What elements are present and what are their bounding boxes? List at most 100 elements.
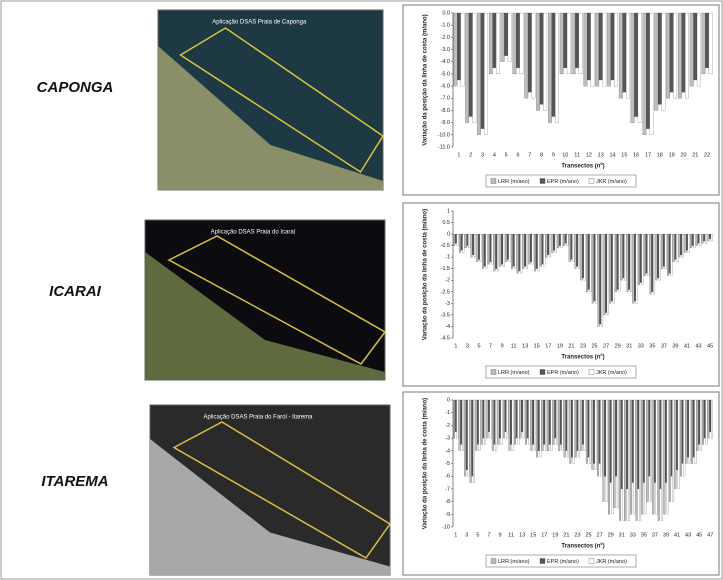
bar	[524, 234, 526, 266]
bar	[624, 234, 626, 280]
bar	[584, 400, 586, 451]
x-tick-label: 33	[638, 343, 644, 349]
bar	[643, 13, 647, 135]
x-tick-label: 35	[649, 343, 655, 349]
bar	[675, 234, 677, 259]
bar	[536, 13, 540, 110]
bar	[529, 400, 531, 444]
legend-swatch	[491, 370, 496, 375]
bar	[687, 400, 689, 457]
bar	[611, 13, 615, 80]
x-tick-label: 35	[641, 532, 647, 538]
map-title: Aplicação DSAS Praia do Icaraí	[211, 230, 296, 236]
bar	[543, 13, 547, 110]
bar	[641, 400, 643, 514]
bar	[619, 400, 621, 521]
bar	[486, 234, 488, 269]
x-tick-label: 41	[684, 343, 690, 349]
bar	[491, 234, 493, 264]
bar	[501, 13, 505, 62]
x-tick-label: 43	[685, 532, 691, 538]
x-tick-label: 23	[580, 343, 586, 349]
bar	[464, 400, 466, 476]
x-tick-label: 15	[621, 152, 627, 158]
y-tick-label: -8.0	[441, 108, 450, 114]
bar	[615, 234, 617, 292]
bar	[564, 400, 566, 457]
bar	[565, 234, 567, 243]
x-tick-label: 39	[663, 532, 669, 538]
bar	[639, 400, 641, 521]
x-tick-label: 41	[674, 532, 680, 538]
x-tick-label: 19	[552, 532, 558, 538]
bar	[538, 234, 540, 271]
x-tick-label: 21	[692, 152, 698, 158]
bar	[555, 13, 559, 123]
y-tick-label: -2	[445, 278, 450, 284]
bar	[532, 400, 534, 444]
bar	[593, 400, 595, 464]
bar	[484, 13, 488, 135]
bar	[708, 400, 710, 438]
y-tick-label: -9	[445, 512, 450, 518]
bar	[455, 234, 457, 243]
bar	[523, 234, 525, 269]
bar	[680, 234, 682, 255]
x-tick-label: 27	[597, 532, 603, 538]
bar	[460, 400, 462, 444]
bar	[480, 234, 482, 262]
bar	[562, 400, 564, 451]
bar	[684, 234, 686, 252]
bar	[660, 400, 662, 489]
figure: CAPONGAAplicação DSAS Praia de CapongaVa…	[0, 0, 723, 580]
bar	[661, 234, 663, 269]
bar	[656, 234, 658, 280]
y-tick-label: -2.0	[441, 35, 450, 41]
x-tick-label: 10	[562, 152, 568, 158]
x-tick-label: 4	[493, 152, 496, 158]
bar	[488, 234, 490, 264]
bar	[670, 13, 674, 92]
bar	[457, 400, 459, 438]
bar	[536, 400, 538, 457]
bar	[453, 234, 455, 246]
bar	[679, 234, 681, 257]
x-tick-label: 20	[680, 152, 686, 158]
bar	[685, 13, 689, 98]
bar	[553, 400, 555, 444]
bar	[656, 400, 658, 514]
bar	[652, 400, 654, 514]
bar	[489, 13, 493, 74]
bar	[476, 234, 478, 262]
x-tick-label: 31	[619, 532, 625, 538]
bar	[588, 400, 590, 457]
bar	[637, 400, 639, 489]
bar	[625, 400, 627, 521]
bar	[513, 13, 517, 74]
x-tick-label: 11	[508, 532, 514, 538]
legend-label: LRR (m/ano)	[498, 370, 530, 376]
bar	[483, 400, 485, 438]
y-tick-label: -2	[445, 423, 450, 429]
location-label: ITAREMA	[41, 473, 108, 490]
x-axis-title: Transectos (nº)	[561, 355, 604, 361]
bar	[463, 234, 465, 252]
bar	[697, 13, 701, 86]
bar	[559, 234, 561, 246]
bar	[623, 234, 625, 278]
bar	[663, 400, 665, 514]
bar	[454, 13, 458, 86]
bar	[567, 234, 569, 246]
x-tick-label: 47	[707, 532, 713, 538]
bar	[703, 234, 705, 241]
bar	[653, 234, 655, 294]
bar	[566, 400, 568, 451]
bar	[473, 13, 477, 123]
bar	[461, 234, 463, 250]
bar	[586, 400, 588, 464]
bar	[465, 13, 469, 123]
bar	[547, 400, 549, 451]
bar	[475, 400, 477, 451]
bar	[543, 400, 545, 444]
x-tick-label: 45	[696, 532, 702, 538]
